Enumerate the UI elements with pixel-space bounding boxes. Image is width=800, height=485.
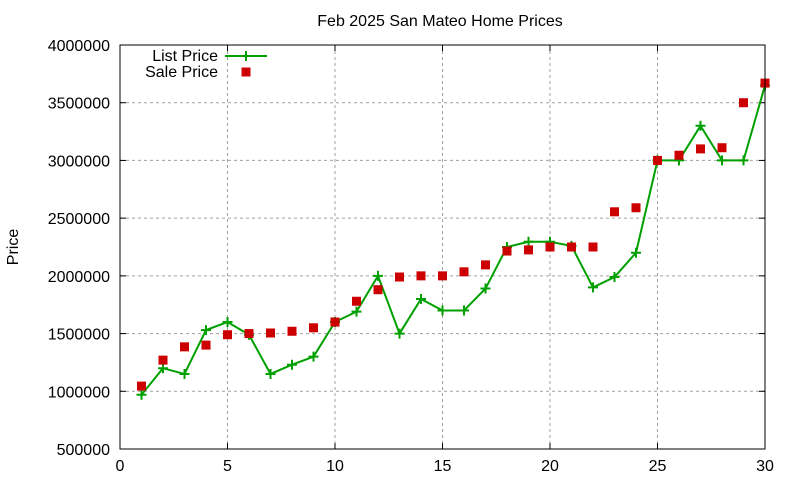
data-point — [287, 326, 297, 336]
data-point — [373, 270, 383, 281]
data-point — [309, 323, 318, 333]
data-point — [631, 203, 641, 213]
x-tick-label: 5 — [223, 458, 232, 475]
x-tick-label: 15 — [434, 458, 452, 475]
y-tick-label: 500000 — [57, 442, 110, 459]
y-tick-label: 1000000 — [48, 384, 110, 401]
data-point — [588, 242, 598, 252]
legend-marker — [241, 67, 251, 77]
series-line — [140, 85, 766, 396]
data-point — [265, 368, 276, 379]
data-point — [416, 271, 426, 281]
y-tick-label: 2500000 — [48, 211, 110, 228]
y-tick-label: 1500000 — [48, 327, 110, 344]
data-point — [696, 144, 705, 154]
x-tick-label: 20 — [541, 458, 559, 475]
data-point — [459, 267, 469, 277]
y-tick-label: 3500000 — [48, 96, 110, 113]
data-point — [136, 389, 147, 400]
data-point — [352, 296, 361, 306]
y-axis-label: Price — [5, 229, 22, 266]
series-list-price — [136, 80, 770, 400]
data-point — [717, 155, 727, 166]
plot-border — [119, 44, 766, 450]
data-point — [394, 328, 405, 339]
data-point — [308, 351, 319, 362]
data-point — [287, 359, 297, 370]
y-tick-label: 3000000 — [48, 153, 110, 170]
data-point — [416, 293, 426, 304]
data-point — [373, 285, 383, 295]
data-point — [351, 306, 362, 317]
data-point — [653, 155, 662, 165]
data-point — [631, 247, 641, 258]
data-point — [459, 305, 469, 316]
x-tick-label: 25 — [649, 458, 667, 475]
data-point — [523, 236, 534, 247]
data-point — [610, 207, 619, 217]
data-point — [545, 242, 555, 252]
x-tick-label: 0 — [116, 458, 125, 475]
data-point — [179, 368, 190, 379]
data-point — [158, 355, 168, 365]
data-point — [480, 283, 491, 294]
data-point — [674, 150, 684, 160]
data-point — [158, 363, 168, 374]
data-point — [201, 340, 211, 350]
data-point — [717, 143, 727, 153]
legend-label: Sale Price — [145, 64, 218, 81]
data-point — [437, 305, 448, 316]
data-point — [137, 381, 146, 391]
legend-marker — [241, 51, 251, 61]
data-point — [223, 330, 232, 340]
chart-title: Feb 2025 San Mateo Home Prices — [317, 13, 562, 30]
data-point — [266, 328, 275, 338]
y-tick-label: 2000000 — [48, 269, 110, 286]
data-point — [588, 282, 598, 293]
data-point — [222, 317, 233, 328]
data-point — [481, 260, 490, 270]
data-point — [738, 155, 749, 166]
data-point — [524, 245, 533, 255]
data-point — [695, 120, 706, 131]
x-tick-label: 30 — [756, 458, 774, 475]
data-point — [567, 242, 576, 252]
data-point — [180, 342, 189, 352]
data-point — [438, 271, 447, 281]
data-point — [609, 272, 620, 283]
legend-label: List Price — [152, 48, 218, 65]
data-point — [395, 272, 404, 282]
data-point — [244, 329, 254, 339]
series-sale-price — [137, 78, 770, 391]
y-tick-label: 4000000 — [48, 38, 110, 55]
x-tick-label: 10 — [326, 458, 344, 475]
data-point — [739, 98, 748, 108]
data-point — [502, 246, 512, 256]
data-point — [330, 317, 340, 327]
data-point — [201, 325, 211, 336]
